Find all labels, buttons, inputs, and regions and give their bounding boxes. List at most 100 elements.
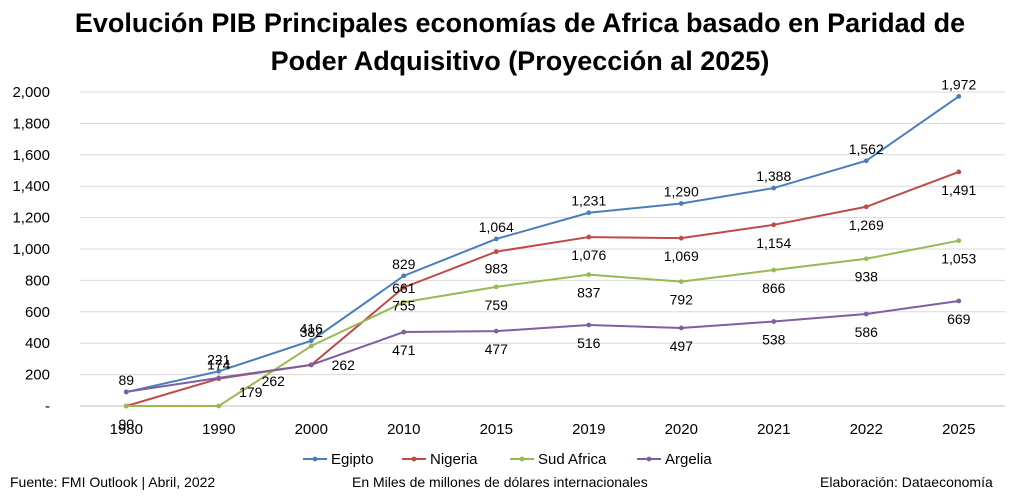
data-label: 1,064	[479, 219, 514, 235]
y-tick-label: 1,400	[12, 178, 50, 195]
data-point	[956, 299, 961, 304]
data-label: 477	[485, 341, 509, 357]
data-label: 1,388	[756, 168, 791, 184]
legend-label: Sud Africa	[538, 451, 607, 468]
data-point	[771, 186, 776, 191]
data-point	[216, 404, 221, 409]
data-point	[679, 236, 684, 241]
legend-label: Egipto	[331, 451, 374, 468]
series-lines	[124, 94, 961, 408]
legend-label: Argelia	[665, 451, 712, 468]
data-label: 1,269	[849, 217, 884, 233]
legend: Egipto Nigeria Sud Africa Argelia	[303, 451, 712, 468]
series-line-sud-africa	[126, 241, 959, 406]
y-tick-label: 400	[25, 335, 50, 352]
legend-marker	[313, 457, 318, 462]
data-point	[956, 170, 961, 175]
x-tick-label: 2010	[387, 421, 420, 438]
data-point	[864, 256, 869, 261]
data-labels: 89 221 416 829 1,064 1,231 1,290 1,388 1,562 1,97…	[118, 76, 976, 432]
data-label: 1,562	[849, 141, 884, 157]
legend-label: Nigeria	[430, 451, 478, 468]
series-line-nigeria	[126, 172, 959, 406]
data-label: 1,069	[664, 248, 699, 264]
data-label: 89	[118, 372, 134, 388]
legend-marker	[647, 457, 652, 462]
data-point	[494, 329, 499, 334]
y-tick-label: 1,200	[12, 210, 50, 227]
data-point	[956, 238, 961, 243]
data-point	[124, 389, 129, 394]
data-label: 497	[670, 338, 694, 354]
x-tick-label: 2021	[757, 421, 790, 438]
y-tick-label: 2,000	[12, 84, 50, 101]
data-point	[216, 375, 221, 380]
data-label: 866	[762, 280, 786, 296]
data-point	[309, 362, 314, 367]
y-tick-label: 1,600	[12, 147, 50, 164]
y-tick-label: 1,000	[12, 241, 50, 258]
data-label: 661	[392, 280, 416, 296]
data-point	[956, 94, 961, 99]
data-label: 174	[207, 357, 231, 373]
data-point	[679, 326, 684, 331]
data-label: 983	[485, 261, 509, 277]
series-line-argelia	[126, 301, 959, 392]
data-point	[771, 319, 776, 324]
data-label: 1,231	[571, 193, 606, 209]
data-point	[401, 330, 406, 335]
data-point	[586, 323, 591, 328]
data-point	[586, 272, 591, 277]
unit-note: En Miles de millones de dólares internac…	[352, 474, 648, 490]
data-point	[309, 344, 314, 349]
data-point	[401, 273, 406, 278]
source-note: Fuente: FMI Outlook | Abril, 2022	[10, 474, 215, 490]
y-tick-label: 600	[25, 304, 50, 321]
data-label: 516	[577, 335, 601, 351]
data-point	[494, 249, 499, 254]
x-tick-label: 2000	[295, 421, 328, 438]
data-point	[771, 222, 776, 227]
data-label: 471	[392, 342, 416, 358]
x-tick-label: 2020	[665, 421, 698, 438]
y-tick-label: 200	[25, 367, 50, 384]
x-tick-label: 1990	[202, 421, 235, 438]
y-tick-label: 1,800	[12, 115, 50, 132]
data-label: 669	[947, 311, 971, 327]
data-point	[586, 210, 591, 215]
y-tick-label: -	[45, 398, 50, 415]
line-chart: - 200 400 600 800 1,000 1,200 1,400 1,600 1,800 2,…	[0, 0, 1021, 500]
data-point	[494, 237, 499, 242]
data-label: 755	[392, 297, 416, 313]
data-point	[771, 268, 776, 273]
x-tick-label: 2015	[480, 421, 513, 438]
legend-marker	[520, 457, 525, 462]
data-label: 538	[762, 332, 786, 348]
x-tick-label: 2019	[572, 421, 605, 438]
x-tick-label: 2025	[942, 421, 975, 438]
data-label: 829	[392, 256, 416, 272]
data-point	[679, 279, 684, 284]
data-point	[864, 312, 869, 317]
data-label: 792	[670, 292, 694, 308]
data-label: 938	[855, 269, 879, 285]
credit-note: Elaboración: Dataeconomía	[820, 474, 993, 490]
data-point	[679, 201, 684, 206]
data-label: 1,076	[571, 247, 606, 263]
data-label: 1,491	[941, 182, 976, 198]
data-label: 1,154	[756, 235, 791, 251]
data-label: 837	[577, 285, 601, 301]
legend-marker	[412, 457, 417, 462]
data-label: 262	[262, 373, 286, 389]
data-point	[864, 158, 869, 163]
x-axis-ticks: 1980 1990 2000 2010 2015 2019 2020 2021 2022 2025	[110, 421, 976, 438]
data-label: 1,290	[664, 183, 699, 199]
data-point	[494, 284, 499, 289]
data-label: 1,972	[941, 76, 976, 92]
data-label: 586	[855, 324, 879, 340]
y-axis-ticks: - 200 400 600 800 1,000 1,200 1,400 1,600 1,800 2,…	[12, 84, 50, 415]
data-label: 382	[300, 324, 324, 340]
x-tick-label: 2022	[850, 421, 883, 438]
data-point	[124, 404, 129, 409]
y-tick-label: 800	[25, 272, 50, 289]
